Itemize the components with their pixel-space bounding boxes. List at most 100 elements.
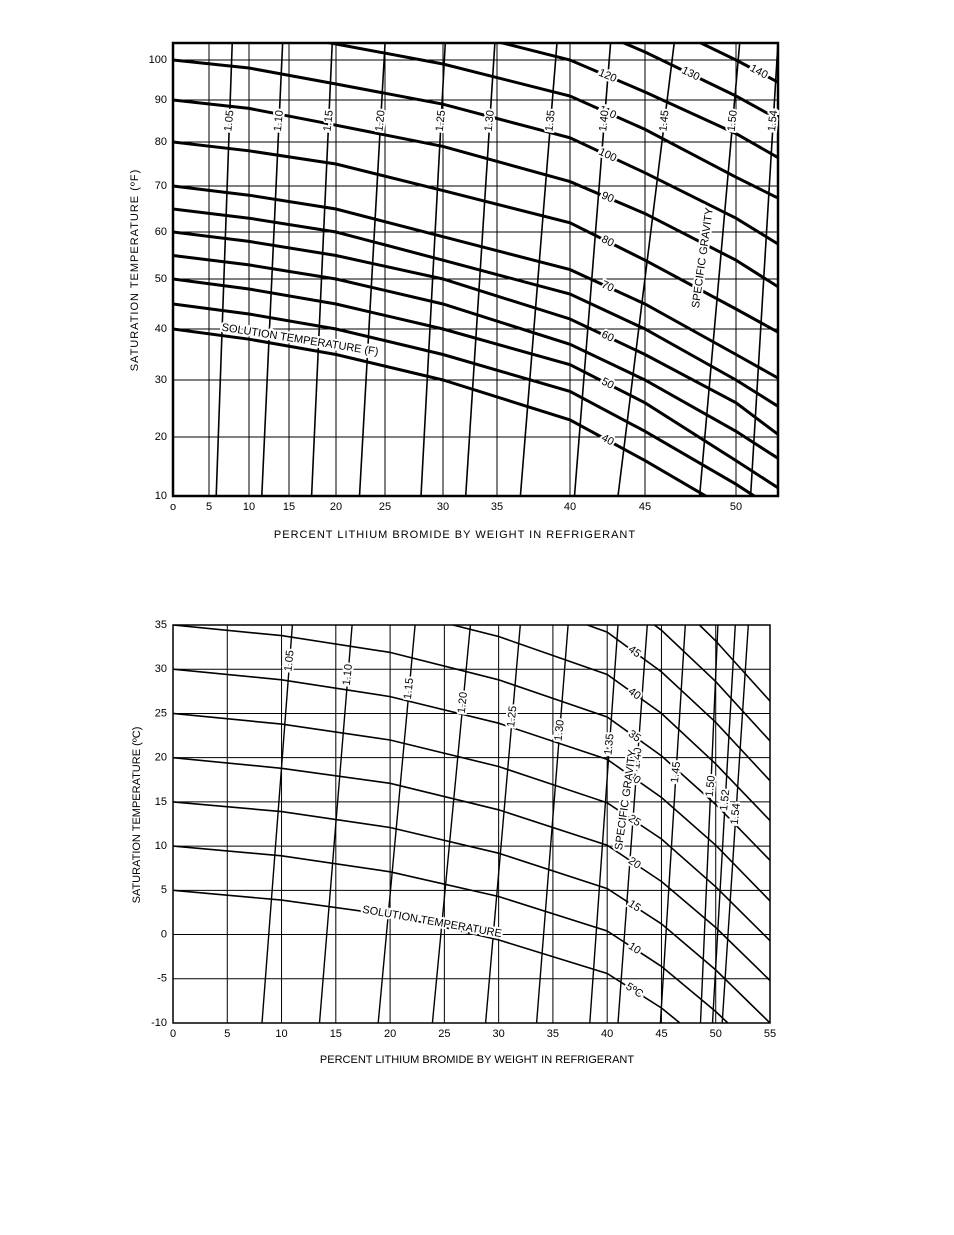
- x-tick-label: 5: [224, 1028, 230, 1040]
- y-tick-label: 90: [155, 94, 167, 106]
- x-tick-label: 40: [601, 1028, 613, 1040]
- y-tick-label: 20: [155, 431, 167, 443]
- solution-temperature-curve: [620, 43, 778, 121]
- specific-gravity-line: [420, 43, 446, 496]
- solution-temperature-curve: [322, 43, 778, 200]
- y-tick-label: 5: [161, 884, 167, 896]
- solution-temperature-curve: [173, 712, 770, 942]
- x-tick-label: 0: [170, 1028, 176, 1040]
- x-tick-label: 50: [710, 1028, 722, 1040]
- specific-gravity-line: [617, 625, 648, 1023]
- solution-temperature-curve: [173, 668, 770, 902]
- x-tick-label: 50: [730, 501, 742, 513]
- solution-temperature-curve: [653, 625, 770, 742]
- y-tick-label: 20: [155, 752, 167, 764]
- specific-gravity-line: [261, 625, 294, 1023]
- solution-temperature-curve: [173, 58, 778, 246]
- y-tick-label: 50: [155, 273, 167, 285]
- specific-gravity-line: [261, 43, 284, 496]
- specific-gravity-line: [484, 625, 521, 1023]
- gravity-label: 1.45: [657, 110, 671, 133]
- y-tick-label: 10: [155, 490, 167, 502]
- gravity-label: 1.45: [669, 761, 683, 784]
- annotation: SPECIFIC GRAVITY: [690, 206, 716, 309]
- specific-gravity-line: [617, 43, 675, 496]
- specific-gravity-line: [310, 43, 333, 496]
- x-tick-label: o: [170, 501, 176, 513]
- curve-label: 40: [599, 432, 615, 448]
- solution-temperature-curve: [496, 43, 778, 160]
- solution-temperature-curve: [173, 254, 778, 461]
- solution-temperature-curve: [173, 184, 778, 380]
- x-tick-label: 45: [639, 501, 651, 513]
- gravity-label: 1.05: [282, 650, 296, 673]
- chart: 0 5 10 15 20 25 30 35 40 45 50 55 -10 -5 0 5 10 15 20 25 30 3…: [131, 619, 776, 1066]
- y-tick-label: 10: [155, 840, 167, 852]
- gravity-label: 1.35: [602, 733, 616, 756]
- curve-label: 5ºC: [624, 981, 646, 1001]
- x-tick-label: 15: [330, 1028, 342, 1040]
- x-tick-label: 15: [283, 501, 295, 513]
- specific-gravity-line: [699, 625, 719, 1023]
- specific-gravity-line: [318, 625, 353, 1023]
- x-tick-label: 55: [764, 1028, 776, 1040]
- curve-label: 90: [600, 190, 616, 206]
- curve-label: 10: [626, 940, 643, 957]
- y-tick-label: 80: [155, 136, 167, 148]
- gravity-label: 1.05: [222, 110, 236, 133]
- gravity-label: 1.20: [456, 691, 470, 714]
- x-axis-label: PERCENT LITHIUM BROMIDE BY WEIGHT IN REF…: [274, 529, 636, 541]
- x-tick-label: 30: [437, 501, 449, 513]
- y-tick-label: 0: [161, 928, 167, 940]
- curve-label: 40: [626, 685, 643, 702]
- specific-gravity-line: [711, 625, 736, 1023]
- plot-frame: [171, 41, 780, 498]
- specific-gravity-line: [721, 625, 749, 1023]
- chart: o 5 10 15 20 25 30 35 40 45 50 10 20 30 40 50 60 70 80 90 10…: [129, 41, 782, 541]
- x-tick-label: 5: [206, 501, 212, 513]
- y-tick-label: 35: [155, 619, 167, 631]
- solution-temperature-curve: [173, 625, 770, 861]
- curve-label: 20: [626, 855, 643, 872]
- gravity-label: 1.35: [543, 110, 557, 133]
- gravity-label: 1.30: [553, 719, 567, 742]
- solution-temperature-curve: [173, 302, 757, 496]
- plot-frame: [172, 624, 771, 1024]
- specific-gravity-line: [535, 625, 569, 1023]
- solution-temperature-curve: [173, 756, 770, 982]
- x-tick-label: 10: [275, 1028, 287, 1040]
- curve-label: 50: [599, 376, 615, 392]
- x-tick-label: 25: [438, 1028, 450, 1040]
- gravity-label: 1.50: [726, 110, 740, 133]
- curve-label: 80: [599, 233, 615, 249]
- solution-temperature-curve: [173, 889, 682, 1023]
- y-tick-label: -10: [151, 1017, 167, 1029]
- solution-temperature-curve: [173, 140, 778, 334]
- curve-label: 15: [626, 898, 643, 915]
- solution-temperature-curve: [173, 277, 778, 490]
- x-tick-label: 10: [243, 501, 255, 513]
- x-tick-label: 30: [493, 1028, 505, 1040]
- specific-gravity-line: [519, 43, 558, 496]
- x-tick-label: 25: [379, 501, 391, 513]
- gravity-label: 1.50: [704, 775, 718, 798]
- y-tick-label: 70: [155, 180, 167, 192]
- solution-temperature-curve: [173, 327, 709, 496]
- gravity-label: 1.30: [483, 110, 497, 133]
- specific-gravity-line: [573, 43, 612, 496]
- x-tick-label: 40: [564, 501, 576, 513]
- gravity-label: 1.10: [341, 663, 355, 686]
- plot-area: [173, 43, 778, 496]
- gravity-label: 1.54: [766, 110, 780, 133]
- x-tick-label: 35: [547, 1028, 559, 1040]
- y-tick-label: 40: [155, 323, 167, 335]
- y-tick-label: 30: [155, 663, 167, 675]
- specific-gravity-line: [464, 43, 496, 496]
- gravity-label: 1.40: [630, 747, 644, 770]
- specific-gravity-line: [589, 625, 619, 1023]
- gravity-label: 1.15: [402, 677, 416, 700]
- curve-label: 120: [597, 67, 619, 85]
- y-tick-label: -5: [157, 973, 167, 985]
